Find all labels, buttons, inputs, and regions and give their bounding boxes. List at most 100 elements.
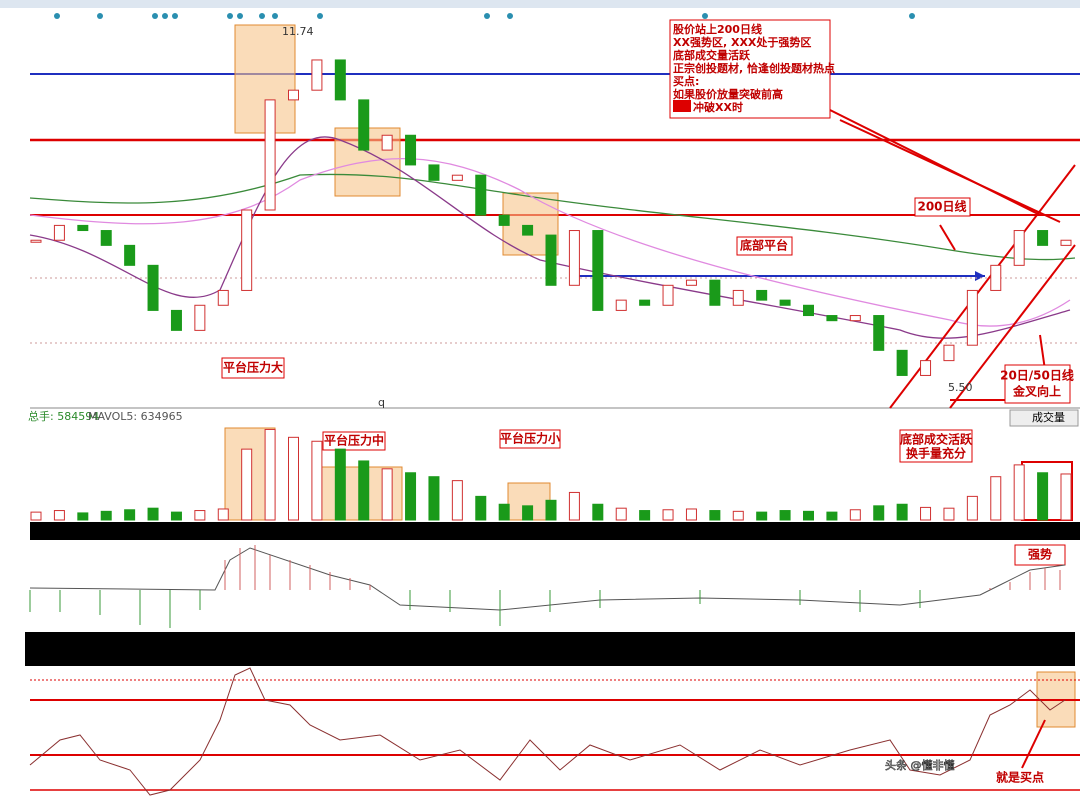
candle	[732, 289, 744, 306]
candle	[826, 315, 838, 322]
candle	[358, 99, 370, 151]
strong-label: 强势	[1028, 547, 1052, 562]
buy-point: 就是买点	[996, 770, 1044, 785]
volume-bar	[709, 510, 721, 521]
volume-bar	[53, 510, 65, 521]
pressure-label: 平台压力大	[223, 360, 283, 375]
candle	[194, 304, 206, 331]
candle	[873, 315, 885, 351]
volume-note: 换手量充分	[906, 446, 966, 461]
volume-bar	[124, 509, 136, 521]
volume-bar	[685, 508, 697, 521]
dropdown-label: 成交量	[1032, 410, 1065, 424]
candle	[568, 230, 580, 286]
volume-bar	[522, 505, 534, 521]
volume-bar	[873, 505, 885, 521]
top-bar	[0, 0, 1080, 8]
volume-bar	[756, 511, 768, 521]
volume-bar	[381, 468, 393, 521]
candle	[170, 309, 182, 331]
volume-bar	[803, 510, 814, 521]
volume-bar	[264, 428, 276, 521]
macd-histogram	[29, 545, 1066, 628]
volume-bar	[288, 436, 299, 521]
volume-bar	[920, 506, 932, 521]
candle	[53, 224, 65, 241]
volume-bar	[405, 472, 417, 521]
volume-bar	[545, 499, 557, 521]
volume-bar	[334, 448, 346, 521]
candle	[1013, 230, 1025, 266]
volume-bar	[358, 460, 370, 521]
candle	[77, 224, 89, 232]
volume-bar	[100, 510, 112, 521]
candle	[896, 349, 908, 376]
volume-bar	[990, 476, 1002, 521]
candle	[592, 230, 604, 311]
candle	[709, 279, 721, 306]
candle	[685, 279, 697, 286]
mavol: MAVOL5: 634965	[88, 410, 183, 423]
candle	[451, 174, 463, 181]
candle	[217, 289, 229, 306]
candle	[849, 315, 861, 322]
volume-bar	[639, 510, 651, 521]
candle	[147, 264, 159, 311]
candle	[1060, 239, 1072, 246]
candle	[475, 174, 487, 216]
volume-bar	[498, 503, 510, 521]
mask-bar	[30, 522, 1080, 540]
candle	[100, 230, 112, 246]
cross-label: 20日/50日线	[1000, 368, 1074, 383]
mask-bar	[25, 632, 1075, 666]
volume-bar	[849, 509, 861, 521]
marker-q: q	[378, 396, 385, 409]
volume-bar	[475, 495, 487, 521]
cross-label: 金叉向上	[1012, 384, 1061, 399]
candle	[803, 304, 814, 317]
volume-bar	[194, 510, 206, 521]
volume-note: 底部成交活跃	[900, 432, 973, 447]
volume-bar	[615, 507, 627, 521]
candle	[545, 234, 557, 286]
volume-bar	[241, 448, 253, 521]
annotation-line: 如果股价放量突破前高	[673, 87, 783, 101]
volume-bar	[311, 440, 323, 521]
candle	[288, 89, 299, 101]
candle	[311, 59, 323, 91]
candle	[405, 134, 417, 166]
platform-label: 底部平台	[740, 238, 788, 253]
candle	[756, 289, 768, 301]
indicator-dropdown[interactable]	[1009, 409, 1079, 427]
volume-bar	[826, 511, 838, 521]
annotation-line: XX强势区, XXX处于强势区	[673, 35, 811, 49]
candle	[920, 360, 932, 376]
ma200-label: 200日线	[917, 199, 966, 214]
volume-bar	[1037, 472, 1049, 521]
volume-bar	[1013, 464, 1025, 521]
candle	[662, 284, 674, 306]
volume-bar	[77, 512, 89, 521]
candle	[124, 244, 136, 266]
low-label: 5.50	[948, 381, 973, 394]
volume-bar	[568, 491, 580, 521]
candle	[264, 99, 276, 211]
candle	[381, 134, 393, 151]
candle	[498, 214, 510, 226]
annotation-box	[669, 19, 831, 119]
volume-bar	[147, 507, 159, 521]
candle	[334, 59, 346, 101]
candle	[428, 164, 440, 181]
volume-bar	[732, 510, 744, 521]
candle	[966, 289, 978, 346]
volume-bar	[30, 511, 42, 521]
pressure-label: 平台压力小	[500, 431, 560, 446]
volume-bar	[451, 480, 463, 521]
candle	[522, 224, 534, 236]
pressure-label: 平台压力中	[324, 433, 384, 448]
candle	[779, 299, 791, 306]
candle	[30, 239, 42, 243]
volume-bar	[896, 503, 908, 521]
annotation-line: 底部成交量活跃	[673, 48, 751, 62]
